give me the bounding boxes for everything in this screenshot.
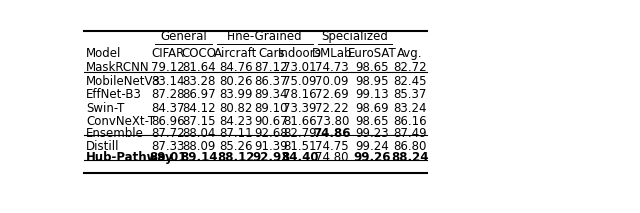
- Text: 85.37: 85.37: [393, 88, 426, 101]
- Text: 83.14: 83.14: [152, 75, 185, 88]
- Text: 72.22: 72.22: [316, 102, 349, 115]
- Text: 82.72: 82.72: [393, 61, 427, 74]
- Text: 81.64: 81.64: [182, 61, 216, 74]
- Text: 81.51: 81.51: [284, 140, 317, 153]
- Text: 98.69: 98.69: [355, 102, 389, 115]
- Text: Ensemble: Ensemble: [86, 127, 144, 140]
- Text: 74.75: 74.75: [316, 140, 349, 153]
- Text: 80.82: 80.82: [220, 102, 253, 115]
- Text: 80.26: 80.26: [220, 75, 253, 88]
- Text: 84.37: 84.37: [152, 102, 185, 115]
- Text: General: General: [160, 30, 207, 43]
- Text: 90.67: 90.67: [254, 115, 288, 128]
- Text: 89.14: 89.14: [180, 151, 218, 164]
- Text: Specialized: Specialized: [321, 30, 388, 43]
- Text: 99.23: 99.23: [355, 127, 389, 140]
- Text: 87.33: 87.33: [152, 140, 185, 153]
- Text: ConvNeXt-T: ConvNeXt-T: [86, 115, 155, 128]
- Text: 86.96: 86.96: [152, 115, 185, 128]
- Text: 87.15: 87.15: [182, 115, 216, 128]
- Text: CIFAR: CIFAR: [152, 47, 185, 60]
- Text: 88.12: 88.12: [218, 151, 255, 164]
- Text: 84.23: 84.23: [220, 115, 253, 128]
- Text: 74.80: 74.80: [316, 151, 349, 164]
- Text: 91.39: 91.39: [254, 140, 288, 153]
- Text: 89.10: 89.10: [255, 102, 288, 115]
- Text: 87.12: 87.12: [254, 61, 288, 74]
- Text: 75.09: 75.09: [284, 75, 317, 88]
- Text: 84.40: 84.40: [282, 151, 319, 164]
- Text: Indoors: Indoors: [278, 47, 322, 60]
- Text: Distill: Distill: [86, 140, 120, 153]
- Text: 99.13: 99.13: [355, 88, 389, 101]
- Text: MobileNetV3: MobileNetV3: [86, 75, 161, 88]
- Text: Cars: Cars: [258, 47, 285, 60]
- Text: 74.73: 74.73: [316, 61, 349, 74]
- Text: Model: Model: [86, 47, 122, 60]
- Text: 74.86: 74.86: [314, 127, 351, 140]
- Text: Fine-Grained: Fine-Grained: [227, 30, 303, 43]
- Text: 72.69: 72.69: [316, 88, 349, 101]
- Text: 86.16: 86.16: [393, 115, 427, 128]
- Text: 99.26: 99.26: [353, 151, 391, 164]
- Text: EffNet-B3: EffNet-B3: [86, 88, 142, 101]
- Text: 88.09: 88.09: [182, 140, 216, 153]
- Text: DMLab: DMLab: [312, 47, 353, 60]
- Text: Swin-T: Swin-T: [86, 102, 124, 115]
- Text: 84.12: 84.12: [182, 102, 216, 115]
- Text: 79.12: 79.12: [152, 61, 185, 74]
- Text: Avg.: Avg.: [397, 47, 422, 60]
- Text: Hub-Pathway: Hub-Pathway: [86, 151, 173, 164]
- Text: 83.24: 83.24: [393, 102, 427, 115]
- Text: 86.37: 86.37: [255, 75, 288, 88]
- Text: 99.24: 99.24: [355, 140, 389, 153]
- Text: 92.93: 92.93: [253, 151, 290, 164]
- Text: 89.34: 89.34: [255, 88, 288, 101]
- Text: 73.80: 73.80: [316, 115, 349, 128]
- Text: 82.79: 82.79: [284, 127, 317, 140]
- Text: 73.01: 73.01: [284, 61, 317, 74]
- Text: EuroSAT: EuroSAT: [348, 47, 397, 60]
- Text: 85.26: 85.26: [220, 140, 253, 153]
- Text: 81.66: 81.66: [284, 115, 317, 128]
- Text: COCO: COCO: [182, 47, 216, 60]
- Text: 92.68: 92.68: [254, 127, 288, 140]
- Text: Aircraft: Aircraft: [214, 47, 258, 60]
- Text: 88.24: 88.24: [391, 151, 429, 164]
- Text: 86.80: 86.80: [393, 140, 426, 153]
- Text: 98.95: 98.95: [355, 75, 389, 88]
- Text: 87.49: 87.49: [393, 127, 427, 140]
- Text: 84.76: 84.76: [219, 61, 253, 74]
- Text: 87.28: 87.28: [152, 88, 185, 101]
- Text: 87.11: 87.11: [219, 127, 253, 140]
- Text: 87.72: 87.72: [152, 127, 185, 140]
- Text: MaskRCNN: MaskRCNN: [86, 61, 150, 74]
- Text: 82.45: 82.45: [393, 75, 427, 88]
- Text: 78.16: 78.16: [284, 88, 317, 101]
- Text: 83.28: 83.28: [182, 75, 216, 88]
- Text: 98.65: 98.65: [355, 115, 389, 128]
- Text: 83.99: 83.99: [220, 88, 253, 101]
- Text: 98.65: 98.65: [355, 61, 389, 74]
- Text: 73.39: 73.39: [284, 102, 317, 115]
- Text: 86.97: 86.97: [182, 88, 216, 101]
- Text: 88.04: 88.04: [182, 127, 216, 140]
- Text: 70.09: 70.09: [316, 75, 349, 88]
- Text: 89.01: 89.01: [150, 151, 187, 164]
